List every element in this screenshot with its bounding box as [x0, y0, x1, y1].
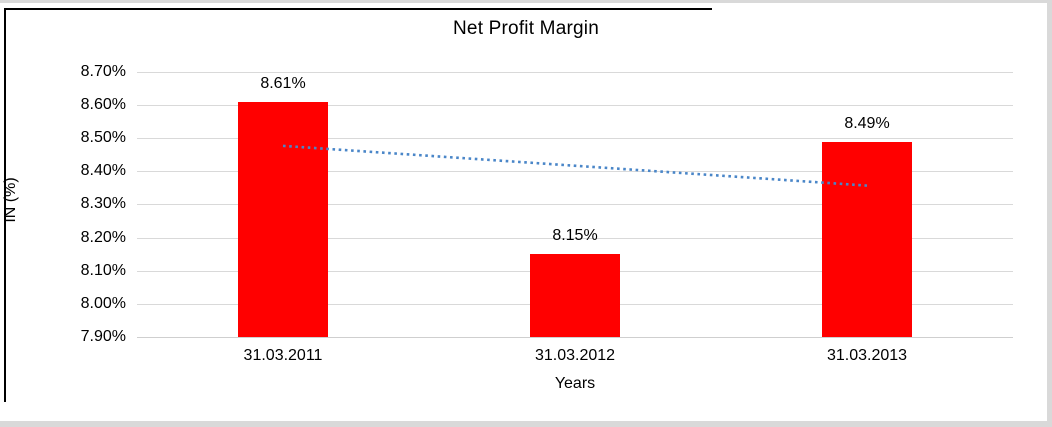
gridline [137, 105, 1013, 106]
screenshot-edge-right [1047, 0, 1052, 427]
x-axis-line [137, 337, 1013, 338]
screenshot-edge-bottom [0, 421, 1052, 427]
y-tick-label: 8.60% [80, 96, 126, 113]
gridline [137, 204, 1013, 205]
bar-data-label: 8.15% [552, 227, 598, 245]
y-tick-label: 8.50% [80, 129, 126, 146]
gridline [137, 238, 1013, 239]
x-axis-title: Years [554, 375, 596, 392]
bar-31.03.2012 [530, 254, 620, 337]
y-tick-label: 8.30% [80, 195, 126, 212]
screenshot-edge-top [0, 0, 1052, 3]
x-tick-label: 31.03.2011 [243, 347, 323, 364]
y-tick-label: 8.20% [80, 229, 126, 246]
y-tick-label: 7.90% [80, 328, 126, 345]
gridline [137, 138, 1013, 139]
chart-border-left [4, 8, 6, 402]
y-tick-label: 8.40% [80, 162, 126, 179]
bar-31.03.2013 [822, 141, 912, 337]
chart-title: Net Profit Margin [453, 18, 599, 39]
x-tick-label: 31.03.2012 [534, 347, 616, 364]
y-tick-label: 8.70% [80, 63, 126, 80]
chart-border-top [6, 8, 712, 10]
gridline [137, 72, 1013, 73]
y-axis-title: IN (%) [2, 177, 19, 223]
bar-data-label: 8.49% [844, 114, 890, 132]
bar-data-label: 8.61% [260, 74, 306, 92]
bar-31.03.2011 [238, 101, 328, 337]
y-tick-label: 8.10% [80, 262, 126, 279]
x-tick-label: 31.03.2013 [826, 347, 908, 364]
linear-trendline [282, 144, 868, 187]
y-tick-label: 8.00% [80, 295, 126, 312]
